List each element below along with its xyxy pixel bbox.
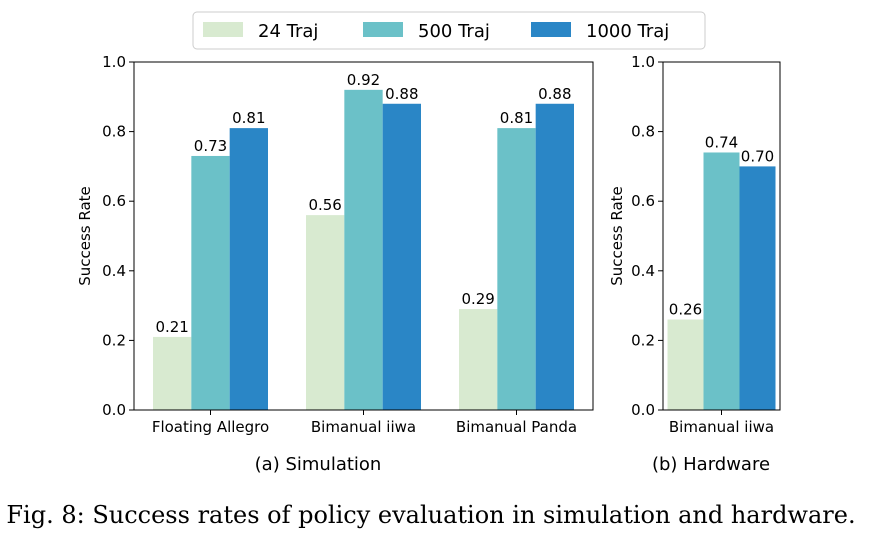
x-tick-label-bimanual-panda: Bimanual Panda [456, 418, 577, 436]
axes-frame [662, 61, 781, 411]
value-label-bimanual-iiwa-1000-traj: 0.88 [385, 85, 418, 103]
legend-label-1000-traj: 1000 Traj [586, 21, 669, 42]
simulation-panel: 0.21 0.73 0.81 Floating Allegro 0.56 0.92 0.88… [76, 53, 594, 436]
y-tick-label: 1.0 [102, 53, 126, 71]
value-label-floating-allegro-24-traj: 0.21 [155, 318, 188, 336]
value-label-bimanual-iiwa-1000-traj: 0.70 [741, 147, 774, 165]
bar-floating-allegro-1000-traj [229, 128, 268, 410]
value-label-bimanual-iiwa-24-traj: 0.56 [308, 196, 341, 214]
value-label-bimanual-panda-1000-traj: 0.88 [538, 85, 571, 103]
y-tick-label: 0.6 [631, 192, 655, 210]
y-tick-label: 0.6 [102, 192, 126, 210]
value-label-bimanual-iiwa-500-traj: 0.92 [347, 71, 380, 89]
bar-floating-allegro-24-traj [153, 336, 192, 410]
legend-label-500-traj: 500 Traj [418, 21, 490, 42]
bar-bimanual-iiwa-1000-traj [739, 166, 776, 410]
value-label-bimanual-iiwa-500-traj: 0.74 [705, 133, 738, 151]
bar-bimanual-iiwa-500-traj [344, 89, 383, 410]
bar-floating-allegro-500-traj [191, 155, 230, 410]
y-tick-label: 0.0 [631, 401, 655, 419]
y-axis-title: Success Rate [76, 186, 94, 286]
bar-bimanual-iiwa-1000-traj [382, 103, 421, 410]
figure-caption: Fig. 8: Success rates of policy evaluati… [6, 501, 855, 529]
hardware-panel: 0.26 0.740.70 Bimanual iiwa 0.0 0.2 0.4 0.6 0.8… [608, 53, 781, 436]
bar-bimanual-panda-500-traj [497, 128, 536, 410]
y-tick-label: 0.2 [631, 331, 655, 349]
legend-frame [192, 11, 706, 50]
axes-frame [133, 61, 594, 411]
bar-bimanual-iiwa-24-traj [667, 319, 704, 410]
bar-bimanual-panda-1000-traj [535, 103, 574, 410]
value-label-bimanual-panda-500-traj: 0.81 [500, 109, 533, 127]
y-tick-label: 0.8 [102, 123, 126, 141]
legend-swatch-24-traj [203, 22, 243, 37]
bar-bimanual-iiwa-24-traj [306, 215, 345, 410]
simulation-caption: (a) Simulation [255, 454, 382, 475]
y-tick-label: 0.4 [631, 262, 655, 280]
x-tick-label-floating-allegro: Floating Allegro [152, 418, 269, 436]
bar-bimanual-panda-24-traj [459, 309, 498, 410]
legend: 24 Traj 500 Traj 1000 Traj [192, 11, 706, 50]
hardware-caption: (b) Hardware [652, 454, 770, 475]
x-tick-label-bimanual-iiwa: Bimanual iiwa [669, 418, 774, 436]
y-tick-label: 1.0 [631, 53, 655, 71]
value-label-floating-allegro-1000-traj: 0.81 [232, 109, 265, 127]
value-label-bimanual-iiwa-24-traj: 0.26 [669, 301, 702, 319]
y-tick-label: 0.4 [102, 262, 126, 280]
y-tick-label: 0.2 [102, 331, 126, 349]
y-tick-label: 0.0 [102, 401, 126, 419]
bar-bimanual-iiwa-500-traj [703, 152, 740, 411]
legend-label-24-traj: 24 Traj [258, 21, 318, 42]
y-tick-label: 0.8 [631, 123, 655, 141]
value-label-bimanual-panda-24-traj: 0.29 [461, 290, 494, 308]
legend-swatch-500-traj [363, 22, 403, 37]
y-axis-title: Success Rate [608, 186, 626, 286]
value-label-floating-allegro-500-traj: 0.73 [194, 137, 227, 155]
legend-swatch-1000-traj [531, 22, 571, 37]
x-tick-label-bimanual-iiwa: Bimanual iiwa [311, 418, 416, 436]
